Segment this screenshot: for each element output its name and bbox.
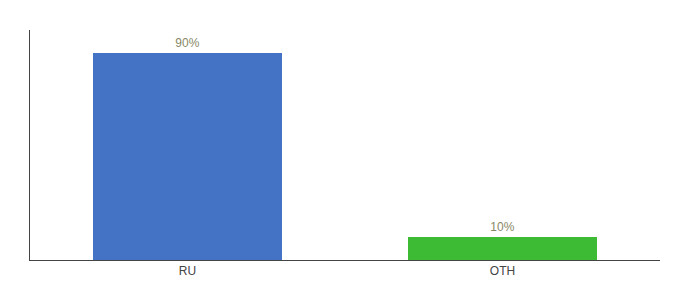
svg-text:10%: 10% [490, 220, 514, 234]
svg-text:RU: RU [179, 264, 196, 278]
svg-text:90%: 90% [175, 36, 199, 50]
svg-text:OTH: OTH [490, 264, 515, 278]
